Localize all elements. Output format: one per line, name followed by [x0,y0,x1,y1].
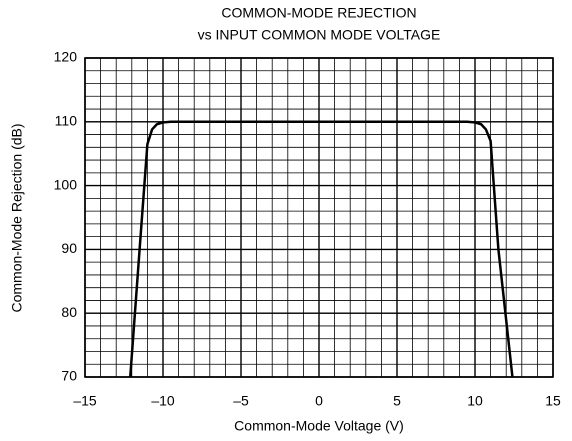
chart-subtitle: vs INPUT COMMON MODE VOLTAGE [198,27,441,43]
y-axis-label: Common-Mode Rejection (dB) [9,123,25,312]
y-tick-label: 70 [61,368,77,384]
x-tick-label: –5 [233,393,249,409]
x-tick-label: 10 [467,393,483,409]
y-tick-label: 120 [54,49,78,65]
y-tick-label: 80 [61,304,77,320]
y-tick-label: 110 [55,113,78,129]
x-tick-label: 0 [315,393,323,409]
y-tick-label: 90 [61,240,77,256]
y-tick-label: 100 [54,176,78,192]
x-tick-label: 5 [393,393,401,409]
data-line [128,120,514,378]
x-axis-label: Common-Mode Voltage (V) [234,418,404,434]
chart-title: COMMON-MODE REJECTION [221,5,416,21]
x-tick-label: –10 [151,393,175,409]
plot-frame [84,57,554,378]
x-tick-label: 15 [545,393,561,409]
x-tick-label: –15 [73,393,97,409]
